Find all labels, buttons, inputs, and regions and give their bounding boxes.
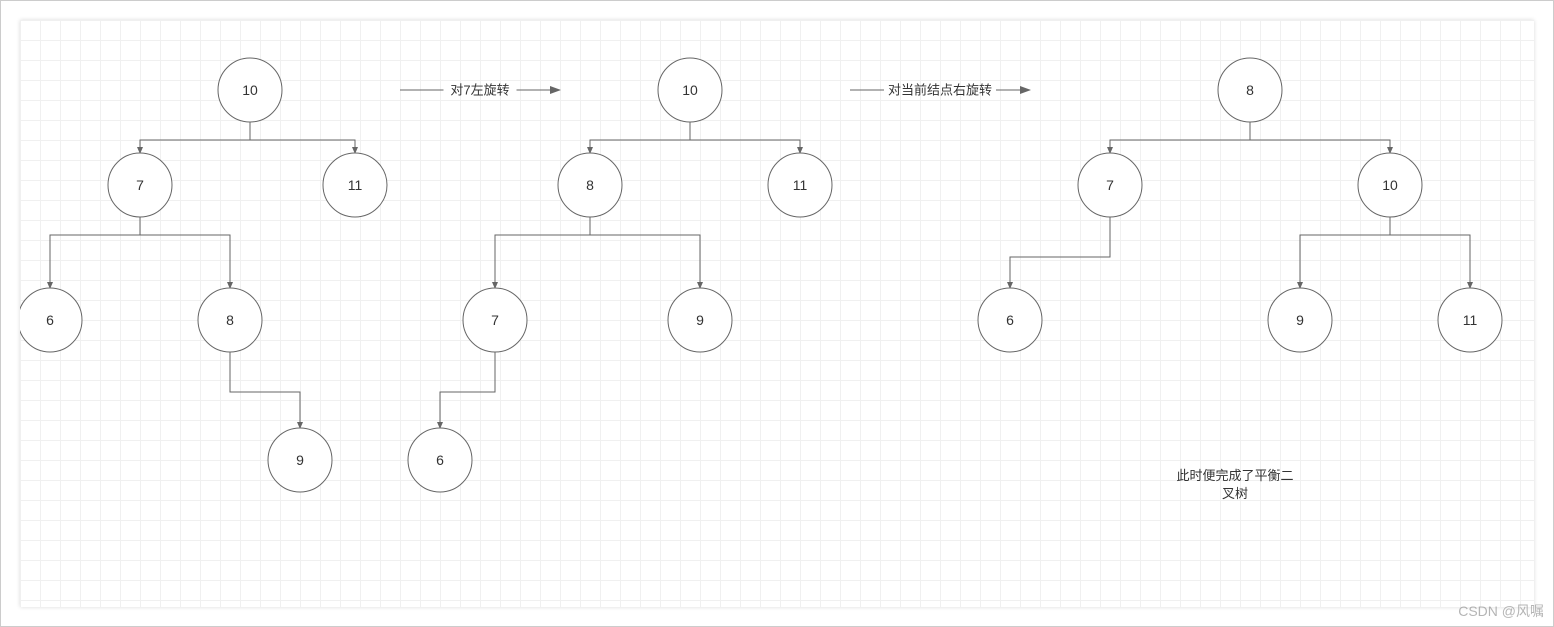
- tree-edge: [1250, 122, 1390, 153]
- tree-edge: [495, 217, 590, 288]
- tree-edge: [1390, 217, 1470, 288]
- tree-node: 7: [463, 288, 527, 352]
- tree-edge: [140, 122, 250, 153]
- tree-node-label: 6: [46, 312, 54, 328]
- tree-node-label: 10: [682, 82, 698, 98]
- tree-node: 11: [323, 153, 387, 217]
- transition-arrow-label: 对当前结点右旋转: [888, 83, 992, 98]
- tree-node: 10: [1358, 153, 1422, 217]
- tree-node-label: 10: [1382, 177, 1398, 193]
- tree-node: 6: [408, 428, 472, 492]
- tree-edge: [250, 122, 355, 153]
- caption-line: 叉树: [1222, 486, 1248, 501]
- tree-node: 9: [1268, 288, 1332, 352]
- tree-node: 9: [668, 288, 732, 352]
- diagram-canvas: 10 7 11 6 8 9 10 8 11 7 9 6 8 7 10 6 9 11 对7左旋转 对当前结点右旋转 此…: [20, 20, 1534, 607]
- caption-layer: 此时便完成了平衡二叉树: [1176, 468, 1293, 501]
- tree-edge: [1300, 217, 1390, 288]
- tree-node: 8: [1218, 58, 1282, 122]
- tree-node: 10: [658, 58, 722, 122]
- tree-edge: [590, 122, 690, 153]
- tree-node: 6: [978, 288, 1042, 352]
- tree-edge: [50, 217, 140, 288]
- tree-node-label: 6: [1006, 312, 1014, 328]
- tree-node-label: 8: [1246, 82, 1254, 98]
- transition-arrow-label: 对7左旋转: [450, 83, 509, 98]
- tree-node: 11: [768, 153, 832, 217]
- tree-edge: [1010, 217, 1110, 288]
- tree-edge: [590, 217, 700, 288]
- tree-node-label: 7: [491, 312, 499, 328]
- tree-node-label: 7: [1106, 177, 1114, 193]
- tree-node: 7: [108, 153, 172, 217]
- tree-node-label: 6: [436, 452, 444, 468]
- tree-node-label: 9: [696, 312, 704, 328]
- caption-line: 此时便完成了平衡二: [1176, 468, 1293, 483]
- tree-node-label: 10: [242, 82, 258, 98]
- tree-edge: [230, 352, 300, 428]
- tree-edge: [140, 217, 230, 288]
- tree-node-label: 9: [1296, 312, 1304, 328]
- tree-node: 11: [1438, 288, 1502, 352]
- tree-node: 8: [198, 288, 262, 352]
- tree-node-label: 11: [348, 177, 363, 193]
- transition-arrow: 对7左旋转: [400, 83, 560, 98]
- tree-edge: [440, 352, 495, 428]
- tree-node: 8: [558, 153, 622, 217]
- tree-node-label: 11: [1463, 312, 1478, 328]
- tree-edge: [1110, 122, 1250, 153]
- tree-node-label: 11: [793, 177, 808, 193]
- tree-node-label: 7: [136, 177, 144, 193]
- transition-arrow: 对当前结点右旋转: [850, 83, 1030, 98]
- diagram-svg: 10 7 11 6 8 9 10 8 11 7 9 6 8 7 10 6 9 11 对7左旋转 对当前结点右旋转 此…: [20, 20, 1534, 607]
- tree-node-label: 8: [586, 177, 594, 193]
- nodes-layer: 10 7 11 6 8 9 10 8 11 7 9 6 8 7 10 6 9 11: [20, 58, 1502, 492]
- edges-layer: [50, 122, 1470, 428]
- tree-edge: [690, 122, 800, 153]
- tree-node: 6: [20, 288, 82, 352]
- tree-node-label: 8: [226, 312, 234, 328]
- tree-node-label: 9: [296, 452, 304, 468]
- tree-node: 9: [268, 428, 332, 492]
- watermark-text: CSDN @风嘱: [1458, 601, 1544, 621]
- tree-node: 7: [1078, 153, 1142, 217]
- tree-node: 10: [218, 58, 282, 122]
